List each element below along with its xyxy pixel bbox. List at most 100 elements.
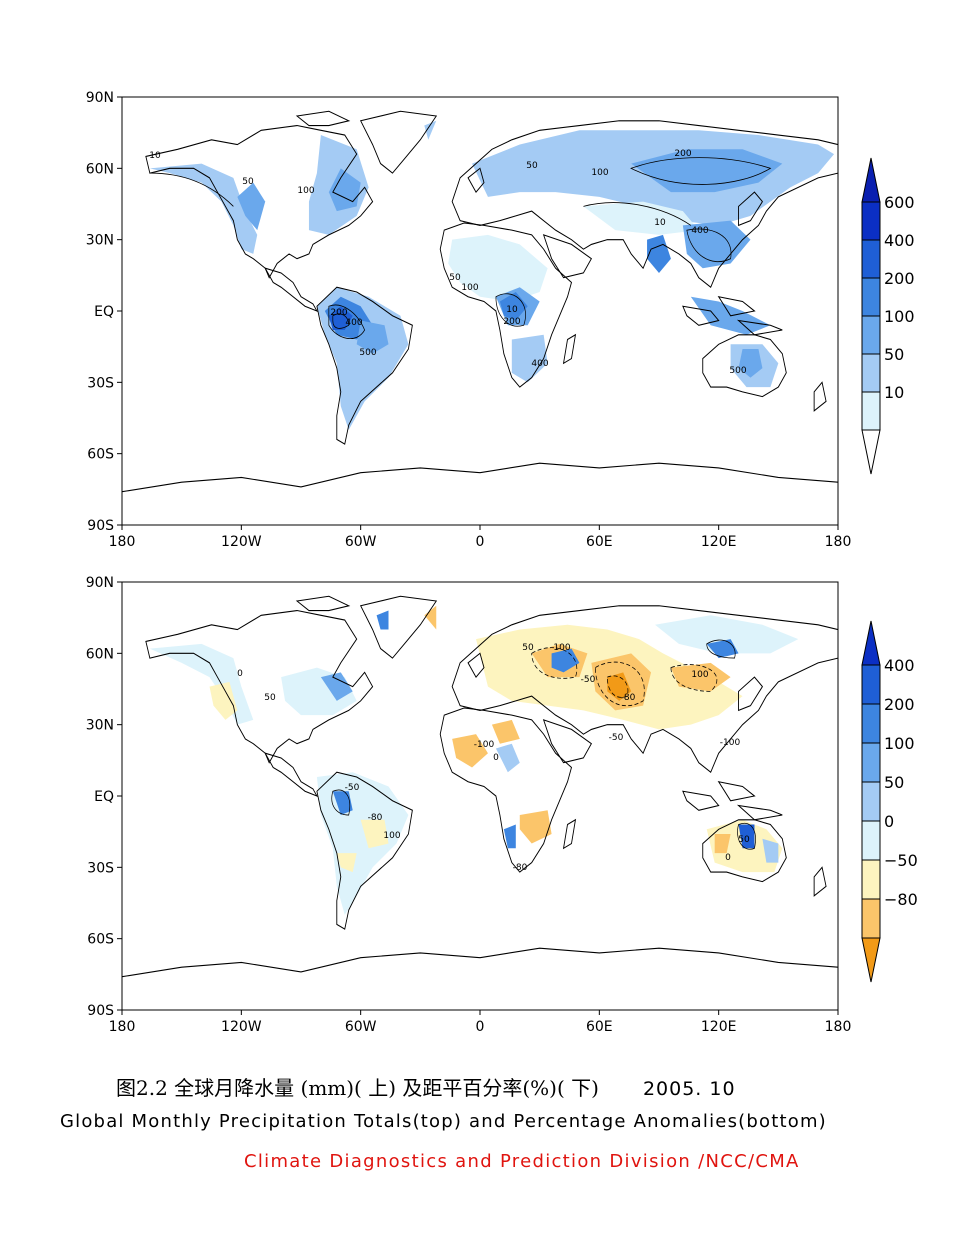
lat-tick-label: 90N (86, 90, 114, 106)
contour-label: 50 (738, 835, 750, 845)
legend-level-label: −80 (884, 890, 918, 909)
legend-swatch (861, 859, 881, 900)
lat-tick-label: 30S (87, 860, 114, 876)
anomalies-map-canvas (122, 595, 838, 1010)
legend-swatch (861, 277, 881, 317)
caption-chinese-text: 图2.2 全球月降水量 (mm)( 上) 及距平百分率(%)( 下) (116, 1076, 599, 1100)
contour-label: 400 (691, 226, 708, 236)
lat-tick-label: 60S (87, 447, 114, 463)
contour-label: -80 (513, 863, 528, 873)
legend-swatch (861, 781, 881, 822)
anomalies-contours (331, 639, 756, 850)
contour-label: 0 (725, 853, 731, 863)
contour-label: 10 (506, 305, 518, 315)
lon-tick-label: 60W (345, 1019, 377, 1035)
contour-label: -100 (720, 738, 741, 748)
lon-tick-label: 0 (476, 1019, 485, 1035)
lon-tick-label: 120W (221, 534, 262, 550)
lon-tick-label: 120W (221, 1019, 262, 1035)
lat-tick-label: 30N (86, 233, 114, 249)
legend-swatch (861, 391, 881, 431)
legend-level-label: 200 (884, 269, 915, 288)
legend-level-label: −50 (884, 851, 918, 870)
legend-swatch (861, 898, 881, 939)
contour-label: 200 (503, 317, 520, 327)
anomalies-legend: 400200100500−50−80050-50-80100-100050-50… (237, 620, 918, 983)
legend-swatch (861, 353, 881, 393)
lat-tick-label: 60N (86, 161, 114, 177)
lon-tick-label: 120E (701, 1019, 737, 1035)
lat-tick-label: 60N (86, 646, 114, 662)
lat-tick-label: 90N (86, 575, 114, 591)
lat-tick-label: 30N (86, 718, 114, 734)
legend-top-arrow (861, 157, 881, 203)
legend-swatch (861, 703, 881, 744)
contour-label: 200 (330, 308, 347, 318)
legend-swatch (861, 239, 881, 279)
lat-tick-label: 30S (87, 375, 114, 391)
legend-level-label: 50 (884, 773, 904, 792)
contour-label: -50 (581, 675, 596, 685)
legend-swatch (861, 664, 881, 705)
legend-bottom-arrow (861, 937, 881, 983)
legend-swatch (861, 742, 881, 783)
lon-tick-label: 0 (476, 534, 485, 550)
legend-level-label: 0 (884, 812, 894, 831)
legend-level-label: 10 (884, 383, 904, 402)
contour-label: 50 (522, 643, 534, 653)
totals-legend: 6004002001005010105010020040050010501002… (149, 149, 915, 475)
contour-label: 100 (691, 670, 708, 680)
legend-swatch (861, 315, 881, 355)
contour-label: 0 (237, 669, 243, 679)
contour-label: -50 (609, 733, 624, 743)
contour-label: 50 (526, 161, 538, 171)
legend-top-arrow (861, 620, 881, 666)
lon-tick-label: 120E (701, 534, 737, 550)
contour-label: 10 (149, 151, 161, 161)
lat-tick-label: EQ (94, 789, 114, 805)
totals-contours (149, 157, 772, 339)
contour-label: 500 (359, 348, 376, 358)
lat-tick-label: 90S (87, 518, 114, 534)
contour-label: -50 (345, 783, 360, 793)
contour-label: 200 (674, 149, 691, 159)
contour-label: -80 (368, 813, 383, 823)
contour-label: -100 (474, 740, 495, 750)
lat-tick-label: EQ (94, 304, 114, 320)
legend-bottom-arrow (861, 429, 881, 475)
legend-level-label: 100 (884, 734, 915, 753)
contour-label: 0 (493, 753, 499, 763)
contour-label: 50 (449, 273, 461, 283)
legend-swatch (861, 820, 881, 861)
contour-label: 100 (591, 168, 608, 178)
contour-label: -80 (621, 693, 636, 703)
lon-tick-label: 60E (586, 1019, 613, 1035)
lon-tick-label: 60W (345, 534, 377, 550)
lon-tick-label: 180 (109, 1019, 136, 1035)
lat-tick-label: 60S (87, 932, 114, 948)
contour-label: 400 (345, 318, 362, 328)
legend-level-label: 50 (884, 345, 904, 364)
caption-credit: Climate Diagnostics and Prediction Divis… (244, 1151, 800, 1172)
contour-label: 50 (242, 177, 254, 187)
caption-chinese: 图2.2 全球月降水量 (mm)( 上) 及距平百分率(%)( 下) 2005. … (116, 1072, 960, 1101)
legend-level-label: 400 (884, 656, 915, 675)
lon-tick-label: 180 (825, 534, 852, 550)
lat-tick-label: 90S (87, 1003, 114, 1019)
contour-label: 10 (654, 218, 666, 228)
contour-label: 400 (531, 359, 548, 369)
caption-english: Global Monthly Precipitation Totals(top)… (60, 1111, 827, 1132)
contour-label: 100 (461, 283, 478, 293)
contour-label: 100 (553, 643, 570, 653)
contour-label: 500 (729, 366, 746, 376)
legend-level-label: 400 (884, 231, 915, 250)
contour-label: 50 (264, 693, 276, 703)
anomalies-shading (149, 605, 799, 915)
lon-tick-label: 180 (109, 534, 136, 550)
legend-level-label: 600 (884, 193, 915, 212)
